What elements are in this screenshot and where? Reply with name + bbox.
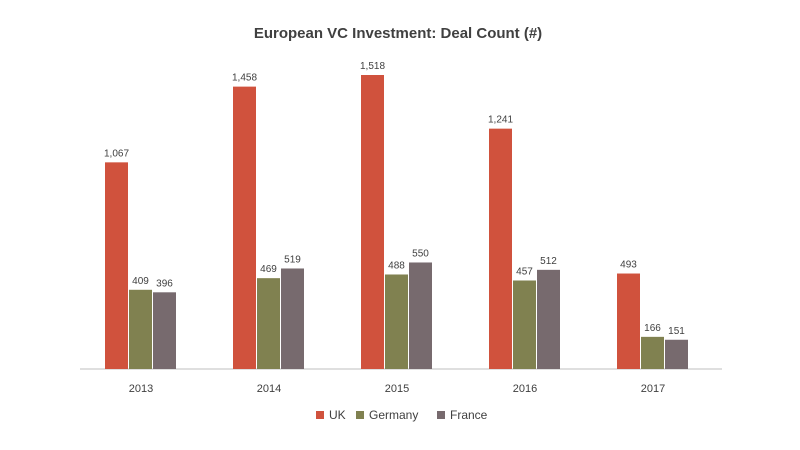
legend-label-uk: UK: [329, 408, 346, 422]
bar-group: 1,067 409 396 2013 1,458 469 519 2014 1,518 488 55…: [104, 61, 688, 395]
legend-swatch-france: [437, 411, 445, 419]
bar-uk-2015: [361, 75, 384, 369]
x-tick-label-2015: 2015: [385, 383, 409, 395]
bar-france-2017: [665, 339, 688, 369]
bar-germany-2017: [641, 336, 664, 369]
bar-uk-2017: [617, 273, 640, 369]
bar-france-2016: [537, 269, 560, 369]
x-tick-label-2017: 2017: [641, 383, 665, 395]
data-label-uk-2014: 1,458: [232, 73, 257, 84]
bar-france-2014: [281, 268, 304, 369]
bar-uk-2014: [233, 86, 256, 370]
bar-germany-2016: [513, 280, 536, 369]
legend: UK Germany France: [316, 408, 488, 422]
bar-germany-2015: [385, 274, 408, 369]
x-tick-label-2016: 2016: [513, 383, 537, 395]
data-label-germany-2017: 166: [644, 323, 661, 334]
data-label-germany-2013: 409: [132, 276, 149, 287]
bar-germany-2014: [257, 278, 280, 369]
legend-label-france: France: [450, 408, 488, 422]
legend-swatch-uk: [316, 411, 324, 419]
data-label-uk-2015: 1,518: [360, 61, 385, 72]
bar-uk-2013: [105, 162, 128, 369]
chart-title: European VC Investment: Deal Count (#): [254, 25, 542, 42]
data-label-france-2013: 396: [156, 278, 173, 289]
bar-france-2013: [153, 292, 176, 369]
data-label-uk-2013: 1,067: [104, 148, 129, 159]
data-label-france-2016: 512: [540, 256, 557, 267]
data-label-france-2015: 550: [412, 248, 429, 259]
data-label-uk-2017: 493: [620, 260, 637, 271]
data-label-france-2014: 519: [284, 254, 301, 265]
data-label-germany-2016: 457: [516, 266, 533, 277]
bar-france-2015: [409, 262, 432, 369]
legend-swatch-germany: [356, 411, 364, 419]
data-label-germany-2014: 469: [260, 264, 277, 275]
data-label-france-2017: 151: [668, 326, 685, 337]
bar-germany-2013: [129, 289, 152, 369]
data-label-germany-2015: 488: [388, 260, 405, 271]
x-tick-label-2014: 2014: [257, 383, 281, 395]
legend-label-germany: Germany: [369, 408, 418, 422]
x-tick-label-2013: 2013: [129, 383, 153, 395]
data-label-uk-2016: 1,241: [488, 115, 513, 126]
bar-uk-2016: [489, 128, 512, 369]
